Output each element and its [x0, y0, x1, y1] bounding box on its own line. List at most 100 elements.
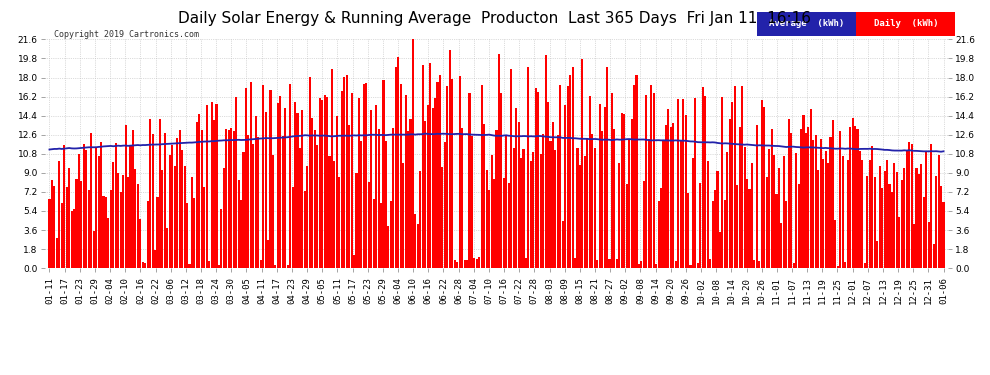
Bar [719, 232, 721, 268]
Bar [748, 189, 750, 268]
Bar [760, 100, 763, 268]
Bar [614, 129, 616, 268]
Bar [574, 258, 576, 268]
Bar [672, 123, 674, 268]
Bar [112, 162, 115, 268]
Bar [618, 163, 621, 268]
Bar [458, 76, 460, 268]
Bar [203, 187, 205, 268]
Bar [886, 160, 888, 268]
Bar [596, 260, 598, 268]
Bar [869, 160, 871, 268]
Bar [309, 76, 311, 268]
Bar [70, 211, 72, 268]
Bar [742, 86, 743, 268]
Bar [722, 98, 724, 268]
Bar [80, 181, 82, 268]
Bar [336, 116, 338, 268]
Bar [694, 98, 697, 268]
Bar [876, 242, 878, 268]
Bar [729, 119, 731, 268]
Bar [628, 140, 631, 268]
Bar [699, 183, 701, 268]
Bar [481, 85, 483, 268]
Bar [451, 79, 453, 268]
Bar [387, 226, 389, 268]
Bar [530, 161, 532, 268]
Bar [660, 188, 662, 268]
Bar [90, 133, 92, 268]
Bar [120, 192, 122, 268]
Bar [538, 92, 540, 268]
Bar [543, 134, 545, 268]
Bar [938, 155, 940, 268]
Bar [675, 261, 677, 268]
Bar [734, 86, 736, 268]
Bar [424, 121, 427, 268]
Bar [684, 115, 687, 268]
Bar [410, 120, 412, 268]
Bar [586, 138, 588, 268]
Bar [606, 67, 608, 268]
Text: Daily  (kWh): Daily (kWh) [873, 20, 939, 28]
Bar [493, 179, 495, 268]
Bar [161, 170, 163, 268]
Bar [611, 93, 613, 268]
Bar [83, 144, 85, 268]
Bar [240, 200, 243, 268]
Bar [898, 217, 900, 268]
Bar [164, 133, 166, 268]
Bar [790, 133, 792, 268]
Bar [377, 129, 379, 268]
Bar [825, 151, 827, 268]
Bar [714, 190, 716, 268]
Bar [650, 85, 652, 268]
Bar [75, 178, 77, 268]
Bar [85, 150, 87, 268]
Bar [292, 187, 294, 268]
Bar [319, 98, 321, 268]
Bar [216, 104, 218, 268]
Bar [98, 156, 100, 268]
Bar [589, 96, 591, 268]
Bar [434, 98, 437, 268]
Bar [636, 75, 638, 268]
Bar [692, 158, 694, 268]
Bar [360, 141, 362, 268]
Bar [198, 114, 200, 268]
Bar [662, 141, 664, 268]
Bar [689, 266, 692, 268]
Bar [264, 112, 266, 268]
Bar [358, 98, 360, 268]
Bar [576, 148, 578, 268]
Bar [395, 67, 397, 268]
Bar [53, 186, 55, 268]
Bar [753, 260, 755, 268]
Bar [881, 188, 883, 268]
Bar [321, 100, 323, 268]
Bar [687, 193, 689, 268]
Bar [329, 156, 331, 268]
Bar [513, 148, 515, 268]
Bar [304, 191, 306, 268]
Bar [931, 144, 933, 268]
Bar [533, 152, 535, 268]
Bar [621, 113, 623, 268]
Bar [569, 75, 571, 268]
Bar [463, 260, 465, 268]
Bar [677, 99, 679, 268]
Bar [402, 163, 404, 268]
Bar [643, 180, 644, 268]
Bar [226, 129, 228, 268]
Bar [547, 102, 549, 268]
Bar [780, 222, 782, 268]
Bar [390, 201, 392, 268]
Bar [466, 260, 468, 268]
Bar [272, 154, 274, 268]
Bar [631, 119, 633, 268]
Bar [566, 87, 569, 268]
Bar [842, 156, 843, 268]
Bar [110, 190, 112, 268]
Bar [407, 131, 409, 268]
Bar [798, 184, 800, 268]
